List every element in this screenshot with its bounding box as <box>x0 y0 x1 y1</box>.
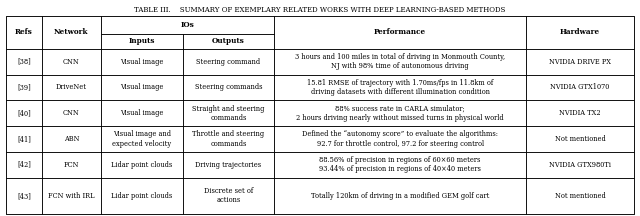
Bar <box>101 16 274 33</box>
Text: Defined the “autonomy score” to evaluate the algorithms:
92.7 for throttle contr: Defined the “autonomy score” to evaluate… <box>302 130 498 148</box>
Bar <box>526 126 634 152</box>
Bar <box>6 49 42 75</box>
Text: [40]: [40] <box>17 109 31 117</box>
Text: [43]: [43] <box>17 192 31 200</box>
Bar <box>526 178 634 214</box>
Bar <box>101 100 182 126</box>
Bar <box>526 75 634 100</box>
Text: Discrete set of
actions: Discrete set of actions <box>204 187 253 204</box>
Text: 88.56% of precision in regions of 60×60 meters
93.44% of precision in regions of: 88.56% of precision in regions of 60×60 … <box>319 156 481 173</box>
Bar <box>526 100 634 126</box>
Bar <box>42 178 101 214</box>
Text: Straight and steering
commands: Straight and steering commands <box>192 105 264 122</box>
Text: Outputs: Outputs <box>212 37 244 45</box>
Text: Visual image: Visual image <box>120 58 163 66</box>
Bar <box>101 178 182 214</box>
Text: CNN: CNN <box>63 109 80 117</box>
Text: FCN: FCN <box>63 161 79 169</box>
Text: Visual image: Visual image <box>120 83 163 91</box>
Bar <box>42 16 101 49</box>
Bar <box>6 75 42 100</box>
Bar <box>526 16 634 49</box>
Bar <box>6 126 42 152</box>
Bar <box>6 16 42 49</box>
Text: [39]: [39] <box>17 83 31 91</box>
Bar <box>42 126 101 152</box>
Text: Visual image: Visual image <box>120 109 163 117</box>
Bar <box>42 49 101 75</box>
Text: [38]: [38] <box>17 58 31 66</box>
Bar <box>274 75 526 100</box>
Text: Hardware: Hardware <box>560 28 600 37</box>
Text: Throttle and steering
commands: Throttle and steering commands <box>193 130 264 148</box>
Text: Refs: Refs <box>15 28 33 37</box>
Text: Lidar point clouds: Lidar point clouds <box>111 192 172 200</box>
Bar <box>6 178 42 214</box>
Bar <box>182 126 274 152</box>
Bar <box>101 75 182 100</box>
Bar <box>274 100 526 126</box>
Text: Driving trajectories: Driving trajectories <box>195 161 262 169</box>
Text: FCN with IRL: FCN with IRL <box>48 192 95 200</box>
Text: 88% success rate in CARLA simulator;
2 hours driving nearly without missed turns: 88% success rate in CARLA simulator; 2 h… <box>296 105 504 122</box>
Text: NVIDIA TX2: NVIDIA TX2 <box>559 109 601 117</box>
Text: Steering command: Steering command <box>196 58 260 66</box>
Text: 3 hours and 100 miles in total of driving in Monmouth County,
NJ with 98% time o: 3 hours and 100 miles in total of drivin… <box>295 53 505 70</box>
Text: DriveNet: DriveNet <box>56 83 87 91</box>
Text: Totally 120km of driving in a modified GEM golf cart: Totally 120km of driving in a modified G… <box>311 192 490 200</box>
Text: Lidar point clouds: Lidar point clouds <box>111 161 172 169</box>
Text: NVIDIA DRIVE PX: NVIDIA DRIVE PX <box>549 58 611 66</box>
Text: Visual image and
expected velocity: Visual image and expected velocity <box>112 130 172 148</box>
Bar <box>42 75 101 100</box>
Bar <box>42 100 101 126</box>
Text: Not mentioned: Not mentioned <box>555 135 605 143</box>
Text: ABN: ABN <box>63 135 79 143</box>
Bar <box>101 152 182 178</box>
Bar <box>274 16 526 49</box>
Bar <box>526 152 634 178</box>
Bar <box>101 49 182 75</box>
Bar <box>182 49 274 75</box>
Bar <box>182 75 274 100</box>
Bar <box>274 49 526 75</box>
Text: IOs: IOs <box>180 21 195 29</box>
Bar <box>526 49 634 75</box>
Text: [42]: [42] <box>17 161 31 169</box>
Bar <box>6 152 42 178</box>
Bar <box>182 178 274 214</box>
Bar <box>274 152 526 178</box>
Bar <box>274 126 526 152</box>
Bar <box>274 178 526 214</box>
Text: [41]: [41] <box>17 135 31 143</box>
Bar <box>6 100 42 126</box>
Text: TABLE III.    SUMMARY OF EXEMPLARY RELATED WORKS WITH DEEP LEARNING-BASED METHOD: TABLE III. SUMMARY OF EXEMPLARY RELATED … <box>134 6 506 14</box>
Bar <box>182 100 274 126</box>
Text: Network: Network <box>54 28 89 37</box>
Text: 15.81 RMSE of trajectory with 1.70ms/fps in 11.8km of
driving datasets with diff: 15.81 RMSE of trajectory with 1.70ms/fps… <box>307 79 493 96</box>
Bar <box>101 33 182 49</box>
Text: NVIDIA GTX980Ti: NVIDIA GTX980Ti <box>549 161 611 169</box>
Text: NVIDIA GTX1070: NVIDIA GTX1070 <box>550 83 610 91</box>
Bar <box>182 33 274 49</box>
Text: Performance: Performance <box>374 28 426 37</box>
Bar <box>42 152 101 178</box>
Bar <box>101 126 182 152</box>
Text: CNN: CNN <box>63 58 80 66</box>
Text: Inputs: Inputs <box>129 37 155 45</box>
Text: Steering commands: Steering commands <box>195 83 262 91</box>
Text: Not mentioned: Not mentioned <box>555 192 605 200</box>
Bar <box>182 152 274 178</box>
